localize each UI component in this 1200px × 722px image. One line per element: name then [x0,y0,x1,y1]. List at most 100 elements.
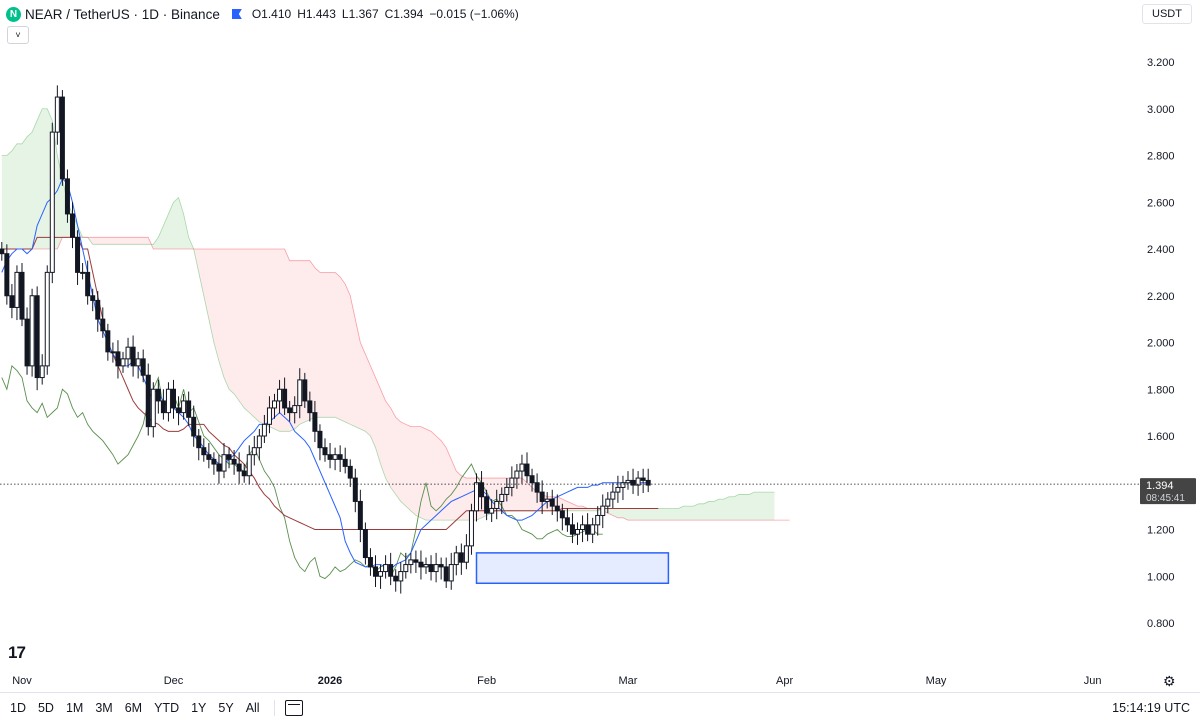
candle-body [413,559,419,563]
cloud-segment [683,506,689,521]
cloud-segment [415,426,421,518]
candle-body [590,524,596,535]
cloud-segment [370,365,376,448]
cloud-segment [698,503,704,521]
cloud-segment [431,431,437,521]
range-button-5d[interactable]: 5D [37,700,54,715]
cloud-segment [163,213,169,249]
indicator-lines [1,108,790,580]
candle-body [160,400,166,414]
highlight-box-layer [475,552,670,585]
candle-body [191,416,197,437]
candle-body [378,571,384,577]
cloud-segment [420,426,426,521]
cloud-segment [77,225,83,238]
cloud-segment [148,237,154,249]
currency-button[interactable]: USDT [1142,4,1192,24]
cloud-segment [234,249,240,401]
range-button-6m[interactable]: 6M [124,700,143,715]
cloud-segment [153,237,159,249]
high-value: 1.443 [305,7,336,21]
cloud-segment [173,197,179,249]
cloud-segment [112,237,118,245]
cloud-segment [218,249,224,378]
x-tick-label: 2026 [318,675,342,687]
gear-icon[interactable]: ⚙ [1163,673,1176,689]
flag-icon[interactable] [231,9,242,19]
candle-body [398,571,404,582]
cloud-segment [572,503,578,511]
candle-body [327,454,333,460]
cloud-segment [213,249,219,362]
candle-body [484,496,490,514]
candle-body [165,388,171,414]
calendar-icon[interactable] [284,699,303,716]
candle-body [423,564,429,568]
candle-body [595,514,601,526]
ohlc-values: O1.410 H1.443 L1.367 C1.394 −0.015 (−1.0… [252,7,519,21]
countdown-label: 08:45:41 [1146,493,1185,504]
span-b-line [1,236,790,521]
candle-body [383,564,389,573]
cloud-segment [436,436,442,521]
cloud-segment [466,478,472,521]
candle-body [453,552,459,566]
candle-body [640,477,646,481]
cloud-segment [678,506,684,521]
cloud-segment [330,272,336,418]
cloud-segment [244,249,250,413]
candle-body [544,498,550,502]
candle-body [39,365,45,379]
cloud-segment [309,260,315,420]
candle-body [367,557,373,568]
cloud-segment [27,132,33,249]
cloud-segment [138,237,144,245]
cloud-segment [708,501,714,521]
symbol-title[interactable]: NEAR / TetherUS · 1D · Binance [25,6,220,22]
range-button-1y[interactable]: 1Y [191,700,207,715]
cloud-segment [380,389,386,479]
candle-body [403,564,409,573]
range-button-5y[interactable]: 5Y [218,700,234,715]
cloud-segment [592,508,598,511]
candle-body [221,454,227,472]
cloud-segment [117,237,123,245]
candle-body [585,524,591,535]
cloud-segment [239,249,245,408]
candle-body [125,346,131,360]
range-button-3m[interactable]: 3M [95,700,113,715]
candle-body [458,552,464,563]
cloud-segment [198,249,204,296]
candle-body [266,407,272,425]
candle-body [433,564,439,573]
cloud-segment [188,237,194,249]
cloud-segment [279,249,285,432]
candle-body [373,566,378,577]
candle-body [504,486,510,495]
candle-body [514,470,520,479]
range-button-ytd[interactable]: YTD [154,700,180,715]
range-button-1m[interactable]: 1M [65,700,84,715]
candle-body [140,358,146,376]
clock[interactable]: 15:14:19 UTC [1112,700,1190,715]
cloud-segment [729,496,735,521]
y-tick-label: 2.000 [1147,338,1175,350]
range-button-1d[interactable]: 1D [10,700,26,715]
cloud-segment [97,237,103,245]
x-tick-label: Feb [477,675,496,687]
price-chart[interactable]: 3.200 3.000 2.800 2.600 2.400 2.200 2.000 1.800… [0,0,1200,692]
candle-body [580,524,586,531]
y-tick-label: 2.200 [1147,291,1175,303]
y-tick-label: 2.400 [1147,244,1175,256]
collapse-legend-button[interactable]: ˅ [7,26,29,44]
candle-body [236,463,242,472]
cloud-segment [749,492,755,521]
cloud-segment [648,508,654,521]
candle-body [171,388,176,409]
cloud-segment [617,508,623,518]
cloud-segment [395,417,401,502]
range-button-all[interactable]: All [245,700,260,715]
candle-body [44,271,50,367]
candle-body [438,564,444,568]
candle-body [181,400,187,414]
